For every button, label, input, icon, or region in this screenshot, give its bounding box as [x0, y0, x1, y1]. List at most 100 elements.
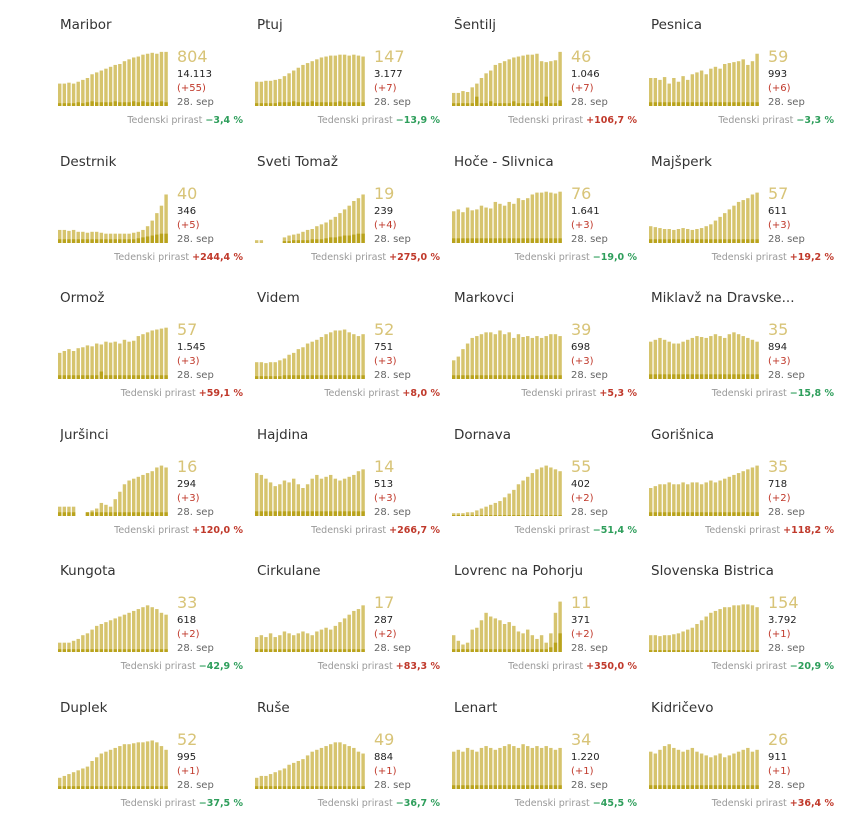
- bar-daily: [653, 238, 658, 243]
- bar-daily: [718, 102, 722, 106]
- bar-7day: [736, 751, 741, 789]
- sparkline-bars: [649, 604, 759, 652]
- active-cases-value: 59: [768, 47, 789, 66]
- bar-daily: [141, 649, 145, 652]
- bar-7day: [686, 79, 690, 106]
- sparkline-bars: [58, 51, 168, 106]
- bar-daily: [672, 784, 676, 789]
- bar-daily: [127, 511, 131, 516]
- bar-daily: [132, 511, 136, 516]
- bar-7day: [329, 743, 333, 789]
- bar-7day: [553, 334, 558, 379]
- bar-daily: [62, 103, 67, 106]
- municipality-name: Ormož: [60, 290, 105, 306]
- bar-7day: [521, 199, 525, 243]
- bar-7day: [658, 636, 662, 652]
- bar-7day: [681, 227, 685, 243]
- bar-7day: [305, 343, 310, 379]
- bar-7day: [755, 192, 759, 243]
- bar-daily: [305, 102, 310, 106]
- bar-7day: [539, 747, 544, 789]
- bar-daily: [484, 784, 488, 789]
- bar-daily: [81, 375, 85, 379]
- municipality-name: Ptuj: [257, 17, 283, 33]
- bar-daily: [690, 784, 695, 789]
- bar-7day: [489, 70, 493, 106]
- total-cases-value: 1.641: [571, 205, 600, 217]
- bar-daily: [58, 511, 62, 516]
- bar-7day: [90, 74, 94, 106]
- municipality-card: Ormož 57 1.545 (+3) 28. sep Tedenski prirast +…: [58, 290, 243, 420]
- bar-7day: [145, 605, 150, 652]
- bar-daily: [273, 103, 277, 106]
- bar-daily: [132, 375, 136, 379]
- active-cases-value: 35: [768, 320, 789, 339]
- municipality-name: Hajdina: [257, 426, 309, 443]
- bar-daily: [99, 102, 104, 106]
- sparkline-bars: [452, 191, 562, 243]
- bar-daily: [136, 237, 141, 243]
- bar-7day: [713, 66, 718, 106]
- bar-7day: [268, 481, 273, 516]
- bar-7day: [132, 232, 136, 243]
- bar-7day: [67, 506, 71, 516]
- bar-7day: [159, 205, 164, 243]
- bar-7day: [521, 337, 525, 379]
- bar-daily: [456, 784, 461, 789]
- date-label: 28. sep: [374, 779, 411, 791]
- bar-daily: [479, 103, 484, 106]
- bar-7day: [686, 629, 690, 652]
- bar-7day: [658, 483, 662, 516]
- total-cases-value: 993: [768, 69, 788, 80]
- bar-7day: [530, 337, 535, 379]
- bar-7day: [489, 207, 493, 243]
- bar-7day: [85, 766, 90, 789]
- bar-daily: [452, 237, 456, 243]
- bar-daily: [356, 649, 361, 652]
- bar-daily: [81, 785, 85, 789]
- bar-7day: [718, 68, 722, 106]
- bar-7day: [95, 625, 99, 652]
- bar-7day: [493, 618, 498, 652]
- bar-daily: [681, 511, 685, 516]
- bar-daily: [324, 510, 328, 516]
- bar-7day: [465, 747, 470, 789]
- weekly-growth: Tedenski prirast +120,0 %: [114, 525, 243, 536]
- bar-daily: [755, 511, 759, 516]
- bar-daily: [319, 102, 324, 106]
- bar-7day: [484, 745, 488, 789]
- municipality-name: Kidričevo: [651, 699, 714, 716]
- bar-daily: [296, 102, 301, 106]
- bar-daily: [296, 649, 301, 652]
- municipality-name: Pesnica: [651, 17, 703, 33]
- bar-daily: [319, 375, 324, 379]
- bar-daily: [658, 650, 662, 652]
- bar-7day: [699, 753, 704, 789]
- bar-daily: [104, 375, 108, 379]
- bar-7day: [329, 629, 333, 652]
- weekly-growth-value: +266,7 %: [389, 524, 440, 536]
- bar-7day: [704, 337, 708, 379]
- bar-daily: [278, 102, 282, 106]
- bar-7day: [319, 478, 324, 516]
- bar-7day: [667, 481, 671, 516]
- bar-daily: [329, 102, 333, 106]
- bar-daily: [361, 102, 365, 106]
- bar-daily: [699, 784, 704, 789]
- bar-daily: [544, 649, 548, 652]
- bar-daily: [150, 102, 154, 106]
- sparkline-bars: [649, 465, 759, 516]
- bar-7day: [741, 604, 745, 652]
- bar-7day: [479, 508, 484, 516]
- bar-daily: [746, 102, 750, 106]
- bar-7day: [653, 635, 658, 652]
- bar-daily: [159, 649, 164, 652]
- municipality-name: Gorišnica: [651, 426, 715, 443]
- bar-7day: [329, 474, 333, 516]
- bar-daily: [259, 510, 264, 516]
- bar-7day: [709, 336, 713, 379]
- municipality-name: Miklavž na Dravske...: [651, 290, 795, 306]
- bar-7day: [305, 229, 310, 243]
- bar-7day: [507, 622, 511, 652]
- bar-7day: [686, 339, 690, 379]
